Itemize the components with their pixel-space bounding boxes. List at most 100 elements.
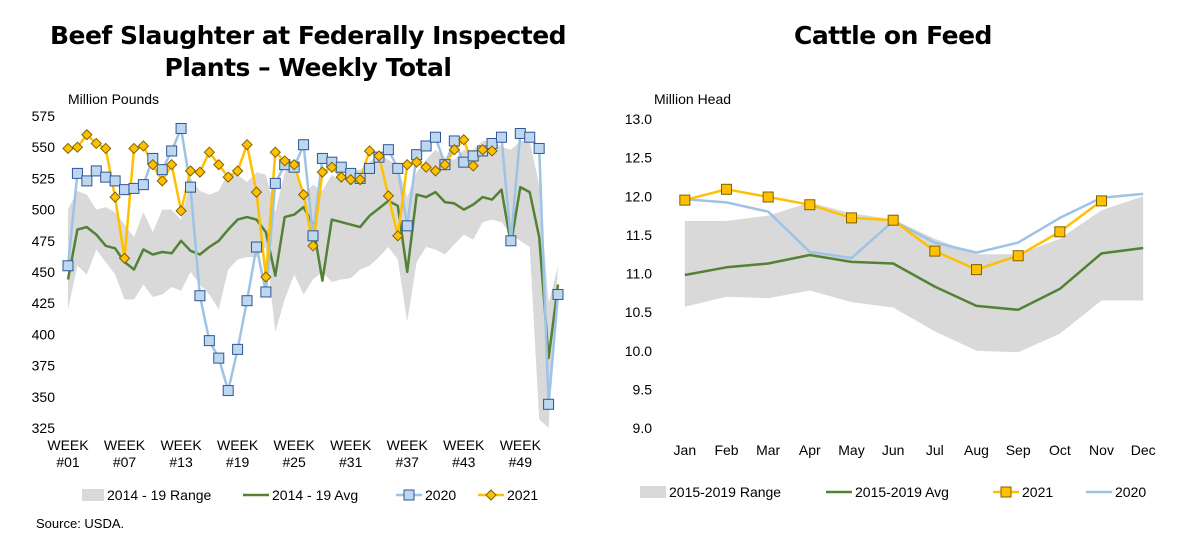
chart1-point-2021 <box>241 138 253 151</box>
chart1-y-unit: Million Pounds <box>68 91 159 107</box>
chart2-series-line-2020 <box>684 192 1144 260</box>
chart1-y-tick-label: 475 <box>32 233 56 249</box>
chart1-x-tick-label: #07 <box>113 454 137 470</box>
chart1-y-tick-label: 550 <box>32 139 56 155</box>
chart1-range-band <box>68 139 558 428</box>
chart1-point-2021 <box>326 161 338 173</box>
chart1-point-2021 <box>128 142 140 155</box>
chart2-y-tick-label: 13.0 <box>625 111 652 127</box>
chart2-y-tick-label: 10.0 <box>625 343 652 359</box>
chart1-point-2021 <box>184 165 197 177</box>
chart2-x-tick-label: Apr <box>799 442 821 458</box>
chart1-x-tick-label: WEEK <box>330 437 372 453</box>
chart1-point-2020 <box>382 144 394 156</box>
chart1-point-2020 <box>90 165 102 177</box>
chart1-point-2020 <box>232 343 244 355</box>
chart1-point-2021 <box>429 165 442 177</box>
chart2-x-tick-label: Jul <box>926 442 944 458</box>
chart1-point-2020 <box>62 260 74 272</box>
chart1-x-tick-label: #25 <box>282 454 306 470</box>
chart1-point-2021 <box>279 155 291 167</box>
chart1-legend: 2014 - 19 Range 2014 - 19 Avg 2020 2021 <box>82 487 538 503</box>
chart1-point-2021 <box>194 166 206 178</box>
chart2-y-tick-label: 11.0 <box>626 266 652 282</box>
chart1-point-2021 <box>213 158 225 171</box>
chart1-point-2021 <box>147 158 159 171</box>
chart2-y-tick-label: 10.5 <box>625 304 652 320</box>
chart1-point-2020 <box>213 352 225 364</box>
chart1-point-2021 <box>410 156 423 168</box>
chart1-point-2020 <box>250 241 262 253</box>
chart1-point-2021 <box>335 171 347 183</box>
chart1-x-tick-label: #49 <box>509 454 533 470</box>
chart2-y-tick-label: 9.0 <box>633 420 653 436</box>
chart2-plot: 9.0 9.5 10.0 10.5 11.0 11.5 12.0 12.5 13.0 Jan Feb… <box>625 111 1156 458</box>
chart2-point-2021 <box>846 212 857 224</box>
chart2-x-tick-label: Oct <box>1049 442 1071 458</box>
chart1-point-2020 <box>109 175 121 187</box>
chart1-point-2021 <box>203 146 216 158</box>
chart1-point-2020 <box>524 131 536 143</box>
chart1-plot: 325350375400425450475500525550575WEEK#01… <box>32 108 564 470</box>
chart2-x-tick-label: Jun <box>882 442 905 458</box>
chart2-y-tick-label: 12.5 <box>625 150 652 166</box>
chart1-x-tick-label: #43 <box>452 454 476 470</box>
chart1-point-2021 <box>392 230 404 242</box>
chart1-point-2020 <box>316 152 328 164</box>
chart1-title-line2: Plants – Weekly Total <box>165 53 452 82</box>
chart1-point-2020 <box>166 145 178 157</box>
chart1-legend-label-2014-19-avg: 2014 - 19 Avg <box>272 487 358 503</box>
chart1-x-tick-label: WEEK <box>217 437 259 453</box>
chart1-x-tick-label: WEEK <box>500 437 542 453</box>
chart1-point-2021 <box>476 143 489 156</box>
chart1-point-2021 <box>62 142 74 155</box>
chart1-legend-marker-2020 <box>403 489 415 501</box>
chart1-point-2021 <box>81 129 93 141</box>
chart1-point-2021 <box>363 145 376 157</box>
chart1-point-2020 <box>269 177 281 189</box>
chart1-point-2021 <box>175 205 187 217</box>
chart2-legend-label-2015-2019-range: 2015-2019 Range <box>669 484 781 500</box>
chart2-x-tick-label: Dec <box>1131 442 1156 458</box>
chart1-point-2020 <box>364 162 376 174</box>
chart1-y-tick-label: 525 <box>32 170 56 186</box>
chart2-y-tick-label: 12.0 <box>625 188 652 204</box>
chart1-x-tick-label: #19 <box>226 454 250 470</box>
chart1-point-2021 <box>401 158 413 171</box>
chart1-point-2021 <box>118 252 131 264</box>
chart1-point-2021 <box>260 271 272 283</box>
chart1-point-2020 <box>156 164 168 176</box>
chart2-point-2021 <box>887 214 899 226</box>
chart1-point-2020 <box>100 171 112 183</box>
chart1-point-2021 <box>316 166 329 178</box>
chart2-point-2021 <box>1012 250 1024 262</box>
chart1-point-2021 <box>439 158 451 171</box>
chart1-x-tick-label: WEEK <box>160 437 202 453</box>
chart1-y-tick-label: 450 <box>32 264 56 280</box>
chart1-point-2021 <box>354 173 366 186</box>
chart2-x-tick-label: Sep <box>1006 442 1031 458</box>
chart1-point-2021 <box>448 143 461 156</box>
chart1-point-2020 <box>298 139 310 151</box>
chart1-point-2021 <box>373 150 385 162</box>
chart1-point-2020 <box>533 142 545 154</box>
chart1-x-tick-label: #31 <box>339 454 363 470</box>
chart2-legend-label-2021: 2021 <box>1022 484 1053 500</box>
chart1-point-2020 <box>467 150 479 162</box>
chart2-series-line-2015-2019-avg <box>684 246 1144 312</box>
chart1-point-2020 <box>119 184 131 196</box>
chart2-point-2021 <box>721 183 732 195</box>
chart1-point-2021 <box>231 165 244 177</box>
chart1-x-tick-label: WEEK <box>387 437 429 453</box>
chart1-y-tick-label: 350 <box>32 389 56 405</box>
chart1-point-2020 <box>495 131 507 143</box>
chart2-y-unit: Million Head <box>654 91 731 107</box>
chart2-x-tick-label: Mar <box>756 442 780 458</box>
chart1-x-tick-label: WEEK <box>47 437 89 453</box>
chart1-point-2020 <box>552 288 564 300</box>
chart1-point-2020 <box>307 230 319 242</box>
chart1-x-tick-label: WEEK <box>104 437 146 453</box>
chart1-point-2020 <box>430 131 441 143</box>
chart1-point-2021 <box>307 240 319 252</box>
